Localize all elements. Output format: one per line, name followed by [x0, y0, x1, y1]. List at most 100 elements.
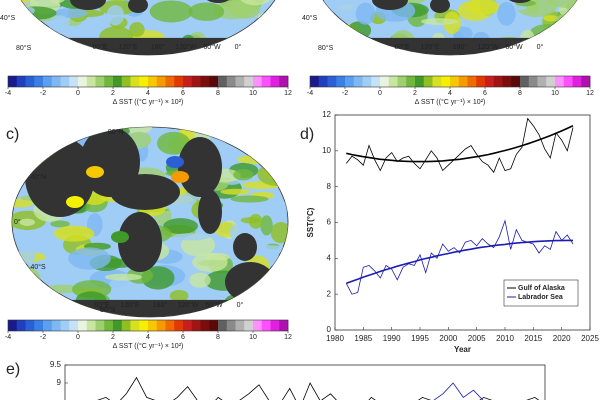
legend-label: Gulf of Alaska [518, 285, 565, 292]
map-patch [27, 302, 48, 312]
colorbar-cell [60, 320, 70, 331]
map-patch [355, 2, 376, 25]
y-tick-label: 4 [327, 253, 332, 262]
map-patch [323, 0, 365, 14]
colorbar-cell [371, 76, 381, 87]
map-patch [12, 147, 30, 170]
colorbar-cell [139, 76, 149, 87]
colorbar-cell [25, 76, 35, 87]
map-patch [123, 127, 152, 134]
colorbar-cell [8, 76, 18, 87]
colorbar-cell [130, 320, 140, 331]
colorbar-cell [78, 320, 88, 331]
colorbar-cell [174, 76, 184, 87]
x-tick-label: 1990 [383, 334, 401, 343]
map-patch [23, 306, 60, 317]
colorbar-tick-label: 8 [216, 90, 220, 97]
map-patch [248, 147, 277, 159]
colorbar-cell [310, 76, 320, 87]
lat-label: 0° [14, 218, 21, 226]
map-patch [149, 0, 193, 23]
colorbar-tick-label: 10 [551, 90, 559, 97]
colorbar-cell [191, 76, 201, 87]
legend-box [503, 279, 579, 307]
y-tick-label: 9 [57, 378, 62, 387]
map-patch [192, 252, 228, 272]
colorbar-tick-label: 4 [448, 90, 452, 97]
map-patch [248, 304, 284, 314]
lat-label: 80°N [108, 128, 124, 136]
lat-label: 80°S [100, 306, 116, 314]
lon-label: 60°E [92, 43, 108, 51]
x-tick-label: 2000 [439, 334, 457, 343]
colorbar-cell [183, 76, 193, 87]
colorbar-tick-label: 8 [216, 334, 220, 341]
colorbar-cell [563, 76, 573, 87]
colorbar-cell [104, 76, 114, 87]
lon-label: 60°W [505, 43, 523, 51]
colorbar-cell [432, 76, 442, 87]
colorbar-cell [86, 320, 96, 331]
colorbar-cell [244, 320, 254, 331]
colorbar-cell [113, 76, 123, 87]
colorbar-tick-label: 10 [249, 334, 257, 341]
map-patch [12, 274, 32, 290]
map-patch [262, 127, 288, 145]
panel-label: d) [300, 126, 314, 143]
colorbar-tick-label: -4 [307, 90, 313, 97]
x-tick-label: 2005 [468, 334, 486, 343]
colorbar-cell [156, 76, 166, 87]
lon-label: 120°W [175, 43, 196, 51]
map-patch [19, 218, 35, 226]
colorbar-cell [78, 76, 88, 87]
map-patch [53, 225, 95, 242]
colorbar-cell [218, 76, 228, 87]
colorbar-cell [362, 76, 372, 87]
map-patch [12, 160, 43, 168]
colorbar-tick-label: 2 [111, 90, 115, 97]
legend-label: Labrador Sea [518, 294, 563, 301]
colorbar-cell [8, 320, 18, 331]
map-patch [156, 131, 191, 155]
map-land [430, 0, 450, 13]
x-tick-label: 2020 [553, 334, 571, 343]
colorbar-cell [270, 76, 280, 87]
map-patch [49, 299, 78, 314]
colorbar-tick-label: 6 [483, 90, 487, 97]
map-patch [48, 15, 70, 34]
colorbar-tick-label: 8 [518, 90, 522, 97]
map-land [372, 0, 408, 10]
lon-label: 120°W [177, 301, 198, 309]
lon-label: 120°E [420, 43, 439, 51]
colorbar-cell [200, 76, 210, 87]
colorbar-tick-label: 6 [181, 334, 185, 341]
colorbar-cell [183, 320, 193, 331]
map-patch [257, 162, 288, 187]
colorbar-cell [485, 76, 495, 87]
colorbar-cell [345, 76, 355, 87]
colorbar-cell [69, 76, 79, 87]
colorbar-cell [261, 76, 271, 87]
colorbar-cell [174, 320, 184, 331]
colorbar-tick-label: -4 [5, 334, 11, 341]
colorbar-cell [60, 76, 70, 87]
map-patch [23, 309, 37, 317]
colorbar-tick-label: 12 [284, 334, 292, 341]
series-line [433, 382, 484, 400]
colorbar-cell [235, 76, 245, 87]
y-tick-label: 6 [327, 218, 332, 227]
colorbar-cell [226, 320, 236, 331]
colorbar-cell [279, 320, 289, 331]
colorbar-cell [397, 76, 407, 87]
colorbar-cell [493, 76, 503, 87]
colorbar-cell [415, 76, 425, 87]
map-patch [14, 6, 57, 20]
map-land [225, 262, 275, 302]
lat-label: 40°S [0, 14, 16, 22]
map-land [198, 190, 222, 234]
map-patch [260, 13, 286, 22]
colorbar-tick-label: 10 [249, 90, 257, 97]
y-tick-label: 2 [327, 289, 332, 298]
colorbar-cell [86, 76, 96, 87]
map-patch [529, 23, 568, 44]
